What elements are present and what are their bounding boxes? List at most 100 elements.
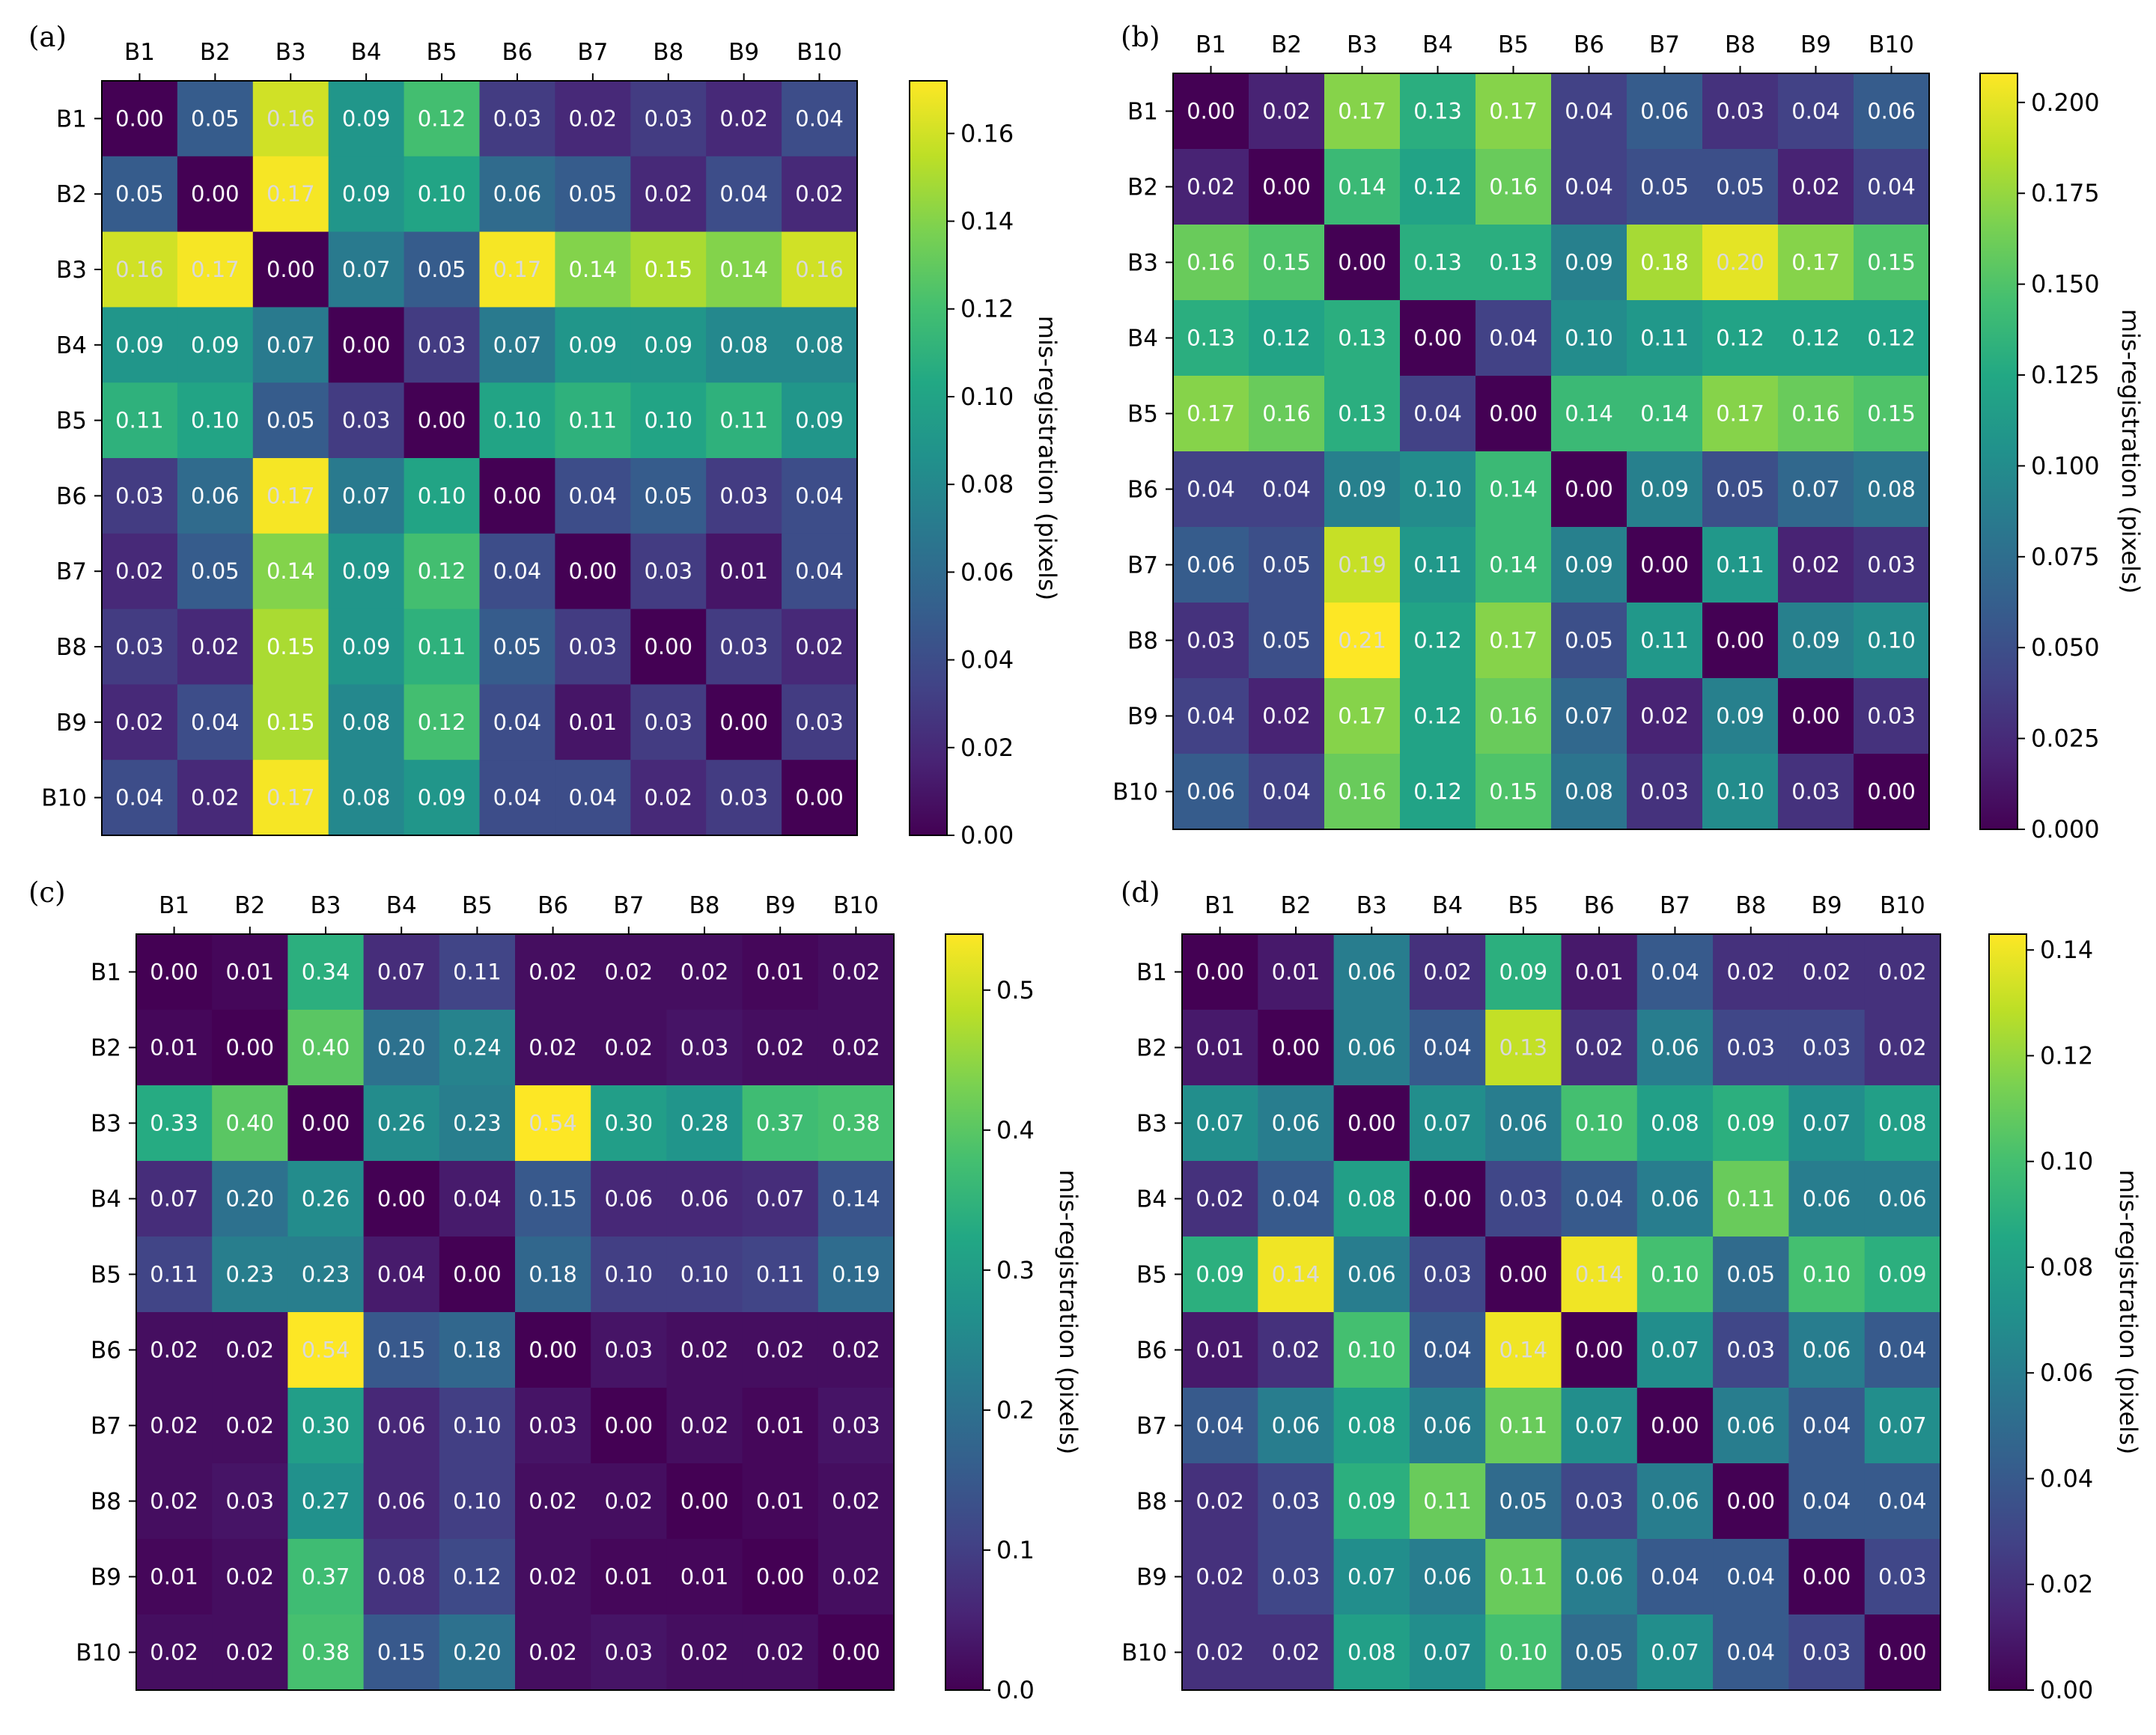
heatmap-cell <box>1182 934 1258 1010</box>
heatmap-cell <box>1702 300 1779 376</box>
cell-value-label: 0.02 <box>605 1489 654 1514</box>
heatmap-cell <box>1864 1085 1941 1162</box>
cell-value-label: 0.01 <box>226 960 275 985</box>
heatmap-cell <box>1636 1539 1714 1615</box>
cell-value-label: 0.12 <box>1413 779 1462 805</box>
heatmap-cell <box>1636 1085 1714 1162</box>
cell-value-label: 0.00 <box>1499 1262 1548 1287</box>
cell-value-label: 0.01 <box>150 1035 198 1061</box>
cell-value-label: 0.12 <box>1413 704 1462 729</box>
cell-value-label: 0.01 <box>150 1564 198 1590</box>
column-label: B7 <box>613 892 644 919</box>
cell-value-label: 0.08 <box>1878 1111 1927 1136</box>
heatmap-cell <box>1333 1388 1410 1464</box>
cell-value-label: 0.14 <box>1499 1338 1548 1363</box>
heatmap-cell <box>1324 73 1401 150</box>
heatmap-cell <box>1854 451 1930 528</box>
cell-value-label: 0.00 <box>1878 1640 1927 1665</box>
heatmap-cell <box>1173 149 1249 225</box>
cell-value-label: 0.17 <box>1338 99 1386 124</box>
cell-value-label: 0.17 <box>1489 99 1538 124</box>
heatmap-frame <box>1172 73 1930 830</box>
heatmap-cell <box>1324 754 1401 830</box>
heatmap-cell <box>1485 1614 1562 1691</box>
cell-value-label: 0.09 <box>1716 704 1764 729</box>
column-label: B7 <box>1660 892 1690 919</box>
heatmap-cell <box>515 1614 591 1691</box>
cell-value-label: 0.16 <box>115 257 164 282</box>
heatmap-cell <box>212 1614 288 1691</box>
cell-value-label: 0.02 <box>150 1413 198 1439</box>
heatmap-cell <box>363 1539 440 1615</box>
column-label: B2 <box>200 39 231 66</box>
cell-value-label: 0.11 <box>569 408 618 433</box>
heatmap-cell <box>1561 1539 1638 1615</box>
cell-value-label: 0.26 <box>302 1186 350 1212</box>
cell-value-label: 0.18 <box>529 1262 577 1287</box>
cell-value-label: 0.00 <box>226 1035 275 1061</box>
colorbar-tick-label: 0.10 <box>960 382 1014 411</box>
heatmap-cell <box>1485 1539 1562 1615</box>
column-label: B10 <box>797 39 842 66</box>
cell-value-label: 0.00 <box>529 1338 577 1363</box>
heatmap-cell <box>782 458 858 534</box>
cell-value-label: 0.00 <box>1272 1035 1321 1061</box>
cell-value-label: 0.09 <box>418 785 466 811</box>
cell-value-label: 0.03 <box>719 483 768 508</box>
heatmap-cell <box>1476 225 1552 301</box>
cell-value-label: 0.03 <box>1187 628 1235 653</box>
heatmap-cell <box>363 1312 440 1388</box>
heatmap-cell <box>555 156 631 233</box>
cell-value-label: 0.03 <box>832 1413 880 1439</box>
cell-value-label: 0.07 <box>267 332 315 358</box>
heatmap-cell <box>1561 1463 1638 1540</box>
column-label: B7 <box>577 39 608 66</box>
heatmap-cell <box>817 1463 895 1540</box>
heatmap-cell <box>102 760 178 836</box>
row-label: B3 <box>1127 250 1158 277</box>
heatmap-cell <box>630 458 707 534</box>
heatmap-cell <box>404 231 481 308</box>
heatmap-cell <box>555 231 631 308</box>
heatmap-cell <box>1182 1237 1258 1313</box>
heatmap-cell <box>742 1085 819 1162</box>
cell-value-label: 0.04 <box>795 483 844 508</box>
heatmap-cell <box>1258 1614 1335 1691</box>
heatmap-cell <box>630 684 707 760</box>
cell-value-label: 0.10 <box>1348 1338 1396 1363</box>
row-label: B9 <box>91 1564 121 1591</box>
heatmap-cell <box>287 1010 365 1086</box>
cell-value-label: 0.04 <box>191 710 240 735</box>
cell-value-label: 0.14 <box>1489 552 1538 578</box>
heatmap-cell <box>1324 149 1401 225</box>
cell-value-label: 0.10 <box>1499 1640 1548 1665</box>
heatmap-cell <box>252 231 329 308</box>
heatmap-cell <box>439 1010 516 1086</box>
heatmap-cell <box>515 1312 591 1388</box>
cell-value-label: 0.06 <box>1423 1564 1472 1590</box>
colorbar-tick-label: 0.000 <box>2031 815 2100 844</box>
heatmap-cell <box>742 1010 819 1086</box>
heatmap-cell <box>1864 1388 1941 1464</box>
cell-value-label: 0.10 <box>1575 1111 1624 1136</box>
heatmap-cell <box>1485 934 1562 1010</box>
heatmap-cell <box>1400 225 1476 301</box>
heatmap-cell <box>742 1614 819 1691</box>
colorbar-tick-label: 0.200 <box>2031 88 2100 117</box>
heatmap-cell <box>742 1463 819 1540</box>
cell-value-label: 0.08 <box>377 1564 426 1590</box>
heatmap-cell <box>515 1388 591 1464</box>
heatmap-cell <box>1333 1614 1410 1691</box>
heatmap-cell <box>136 1463 213 1540</box>
row-label: B9 <box>56 710 87 737</box>
heatmap-cell <box>742 1312 819 1388</box>
cell-value-label: 0.02 <box>529 1489 577 1514</box>
cell-value-label: 0.14 <box>832 1186 880 1212</box>
heatmap-cell <box>252 533 329 610</box>
cell-value-label: 0.03 <box>605 1640 654 1665</box>
column-label: B3 <box>1347 31 1377 58</box>
cell-value-label: 0.09 <box>1348 1489 1396 1514</box>
cell-value-label: 0.09 <box>1878 1262 1927 1287</box>
row-label: B4 <box>1136 1186 1167 1213</box>
cell-value-label: 0.04 <box>1187 477 1235 502</box>
